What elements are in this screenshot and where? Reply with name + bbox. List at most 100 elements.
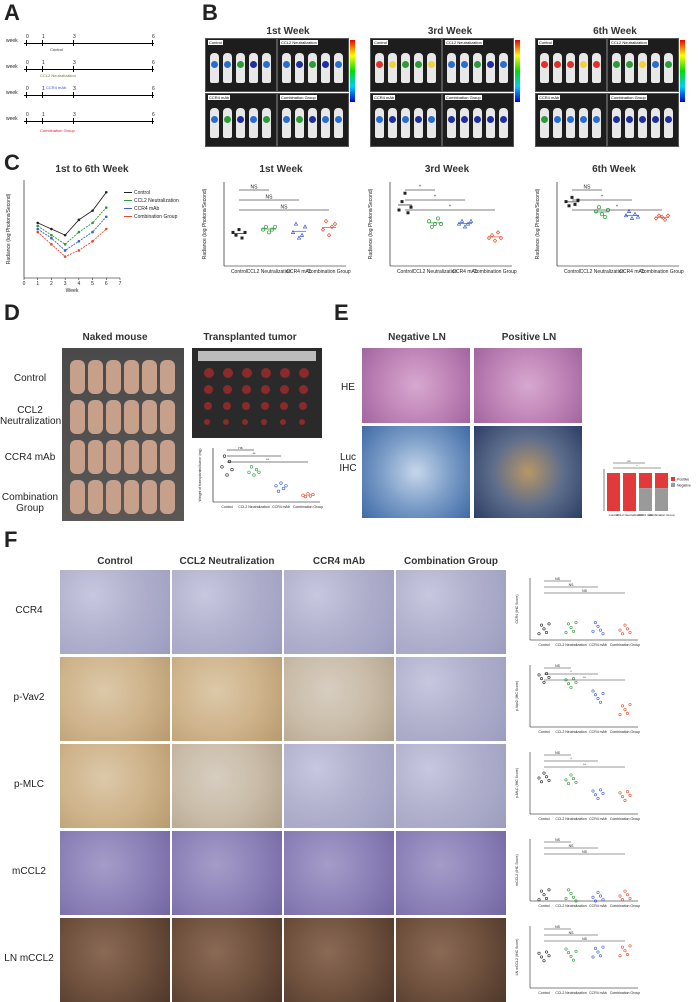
mouse-figure bbox=[321, 53, 330, 83]
positive-ln-header: Positive LN bbox=[501, 332, 557, 343]
data-point bbox=[270, 227, 274, 232]
series-point bbox=[91, 209, 94, 212]
mouse-figure bbox=[592, 108, 601, 138]
mouse-figure bbox=[499, 53, 508, 83]
mouse-figure bbox=[334, 108, 343, 138]
f-col-header-combination: Combination Group bbox=[404, 556, 498, 567]
data-point bbox=[618, 791, 622, 795]
data-point bbox=[623, 623, 627, 627]
data-point bbox=[564, 947, 568, 951]
panel-label-c: C bbox=[4, 150, 20, 175]
tumor-sample bbox=[223, 385, 232, 394]
series-point bbox=[63, 243, 67, 246]
x-tick-label: Combination Group bbox=[293, 505, 323, 509]
data-point bbox=[279, 481, 283, 485]
data-point bbox=[601, 692, 605, 696]
data-point bbox=[430, 224, 434, 229]
data-point bbox=[539, 955, 543, 959]
mouse-figure bbox=[592, 53, 601, 83]
legend-swatch bbox=[671, 477, 675, 481]
mouse-body bbox=[88, 400, 103, 434]
mouse-figure bbox=[612, 108, 621, 138]
data-point bbox=[632, 211, 638, 216]
data-point bbox=[547, 888, 551, 892]
mouse-figure bbox=[334, 53, 343, 83]
data-point bbox=[323, 218, 329, 224]
ihc-score-chart: LN mCCL2 (IHC Score) Control CCL2 Neutrali… bbox=[515, 925, 640, 995]
data-point bbox=[570, 195, 574, 199]
f-row-label: mCCL2 bbox=[12, 866, 46, 877]
x-tick-label: Control bbox=[538, 904, 550, 908]
panel-label-f: F bbox=[4, 527, 18, 552]
data-point bbox=[603, 215, 607, 219]
bli-image-label: CCR4 mAb bbox=[538, 95, 561, 100]
ihc-score-chart: CCR4 (IHC Score) Control CCL2 Neutralizati… bbox=[515, 577, 640, 647]
mouse-body bbox=[124, 400, 139, 434]
mouse-figure bbox=[308, 53, 317, 83]
data-point bbox=[653, 216, 659, 221]
data-point bbox=[281, 486, 286, 491]
timeline-group-label: Control bbox=[50, 47, 63, 52]
data-point bbox=[537, 898, 541, 902]
data-point bbox=[571, 777, 575, 781]
data-point bbox=[569, 773, 573, 777]
data-point bbox=[403, 191, 407, 195]
tumor-weight-chart: Weight of transplanted tumor (mg) Control… bbox=[195, 440, 325, 520]
legend-swatch bbox=[671, 483, 675, 487]
bli-image-label: Combination Group bbox=[610, 95, 647, 100]
line-chart-1st-to-6th: 1st to 6th Week 0 1 2 3 4 5 6 7 Week Radiance (lo… bbox=[2, 164, 179, 298]
naked-mouse-header: Naked mouse bbox=[82, 332, 148, 343]
data-point bbox=[231, 230, 235, 234]
data-point bbox=[665, 213, 671, 218]
data-point bbox=[539, 677, 543, 681]
data-point bbox=[276, 489, 281, 493]
x-tick-label: 4 bbox=[77, 281, 80, 287]
data-point bbox=[237, 228, 241, 232]
data-point bbox=[573, 202, 577, 206]
data-point bbox=[662, 217, 668, 223]
significance-label: * bbox=[570, 670, 572, 674]
x-tick-label: Combination Group bbox=[610, 817, 640, 821]
y-axis-label: Radiance (log Photons/Second) bbox=[6, 193, 12, 264]
bar-positive bbox=[655, 473, 668, 489]
series-point bbox=[104, 190, 108, 194]
data-point bbox=[544, 897, 548, 901]
series-point bbox=[77, 230, 81, 234]
data-point bbox=[544, 672, 548, 676]
x-tick-label: CCR4 mAb bbox=[589, 730, 607, 734]
data-point bbox=[537, 673, 541, 677]
x-tick-label: CCL2 Neutralization bbox=[555, 991, 586, 995]
x-tick-label: CCL2 Neutralization bbox=[238, 505, 269, 509]
mouse-figure bbox=[210, 108, 219, 138]
x-tick-label: 2 bbox=[50, 281, 53, 287]
bli-image-label: Control bbox=[373, 40, 388, 45]
tumor-sample bbox=[280, 368, 290, 378]
data-point bbox=[574, 780, 578, 784]
mouse-figure bbox=[460, 53, 469, 83]
week-header-3: 3rd Week bbox=[427, 26, 473, 37]
data-point bbox=[601, 792, 605, 796]
data-point bbox=[596, 890, 600, 894]
data-point bbox=[249, 465, 254, 469]
data-point bbox=[329, 224, 335, 230]
data-point bbox=[544, 631, 548, 635]
luc-positive-image bbox=[474, 426, 582, 518]
significance-label: NS bbox=[555, 664, 561, 668]
data-point bbox=[628, 897, 632, 901]
mouse-figure bbox=[427, 108, 436, 138]
mouse-body bbox=[70, 360, 85, 394]
ihc-image bbox=[60, 657, 170, 741]
x-tick-label: Combination Group bbox=[610, 991, 640, 995]
data-point bbox=[623, 949, 627, 953]
mouse-body bbox=[142, 440, 157, 474]
legend-label: Combination Group bbox=[134, 214, 178, 220]
mouse-figure bbox=[375, 53, 384, 83]
scatter-chart-1st-week: 1st Week Radiance (log Photons/Second) Co… bbox=[196, 164, 356, 298]
mouse-body bbox=[124, 480, 139, 514]
bar-negative bbox=[655, 488, 668, 511]
y-axis-label: p-MLC (IHC Score) bbox=[515, 768, 519, 798]
data-point bbox=[306, 492, 310, 496]
data-point bbox=[542, 893, 546, 897]
data-point bbox=[274, 484, 278, 488]
